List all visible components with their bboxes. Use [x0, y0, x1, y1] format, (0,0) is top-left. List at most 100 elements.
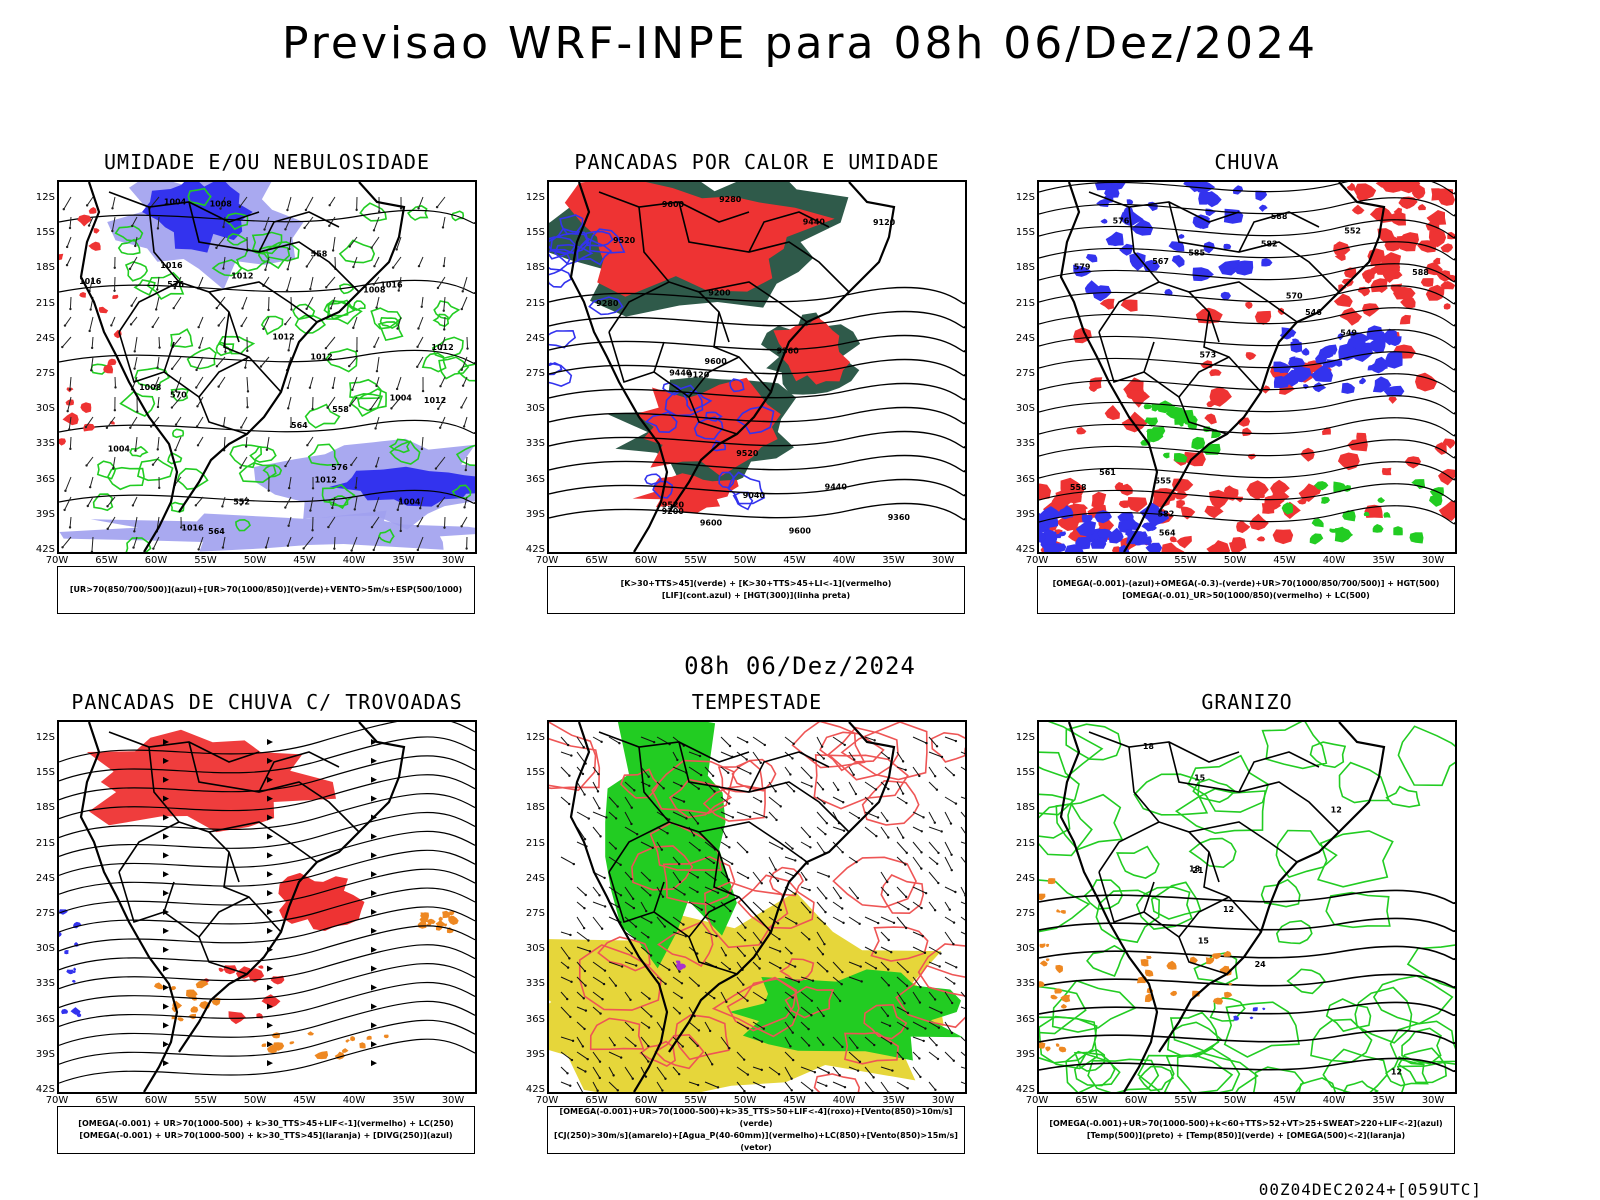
contour-line	[664, 384, 704, 417]
wind-vector	[960, 931, 965, 935]
wind-vector	[800, 976, 814, 982]
contour-label: 567	[1152, 257, 1169, 266]
wind-vector	[944, 1021, 953, 1034]
contour-line	[1051, 979, 1137, 1033]
contour-line	[843, 1031, 900, 1065]
contour-line	[732, 491, 754, 511]
lat-tick-label: 39S	[35, 508, 55, 520]
lat-tick-label: 42S	[35, 544, 55, 555]
wind-vector	[896, 826, 904, 838]
wind-vector	[800, 871, 807, 880]
field-shading	[1321, 496, 1330, 504]
wind-vector-head	[416, 345, 419, 349]
wind-vector-head	[906, 970, 909, 974]
wind-vector-head	[825, 822, 829, 825]
wind-vector-head	[854, 792, 858, 796]
wind-vector-head	[333, 547, 336, 550]
field-shading	[112, 294, 119, 299]
contour-label: 21	[1192, 866, 1204, 875]
wind-vector	[608, 736, 620, 744]
wind-vector-head	[567, 802, 571, 806]
wind-vector-head	[858, 922, 861, 926]
wind-vector-head	[887, 787, 890, 791]
wind-vector	[688, 1081, 699, 1086]
wind-vector	[560, 1066, 568, 1074]
wind-vector	[688, 751, 701, 757]
wind-vector	[784, 841, 793, 850]
streamline-arrow	[267, 852, 273, 859]
contour-label: 1016	[380, 280, 403, 289]
wind-vector	[330, 296, 336, 309]
field-shading	[1246, 480, 1269, 501]
wind-vector	[333, 536, 336, 549]
lat-tick-label: 39S	[525, 508, 545, 520]
field-shading	[1329, 528, 1336, 533]
wind-vector-head	[855, 860, 858, 864]
wind-vector	[912, 736, 927, 744]
wind-vector	[373, 256, 380, 267]
wind-vector	[640, 841, 653, 849]
coastline-east	[1158, 722, 1386, 1053]
field-shading	[1372, 524, 1384, 533]
country-border	[188, 741, 360, 833]
field-shading	[1297, 498, 1307, 505]
wind-vector-head	[436, 286, 440, 290]
wind-vector	[896, 961, 909, 973]
wind-vector-head	[566, 743, 570, 747]
wind-vector-head	[309, 509, 312, 512]
wind-vector-head	[810, 1014, 813, 1017]
wind-vector	[752, 901, 764, 913]
wind-vector	[218, 376, 226, 387]
wind-vector-head	[568, 774, 571, 777]
wind-vector	[704, 1081, 719, 1088]
wind-vector	[175, 376, 182, 392]
lon-tick-label: 30W	[1421, 555, 1445, 566]
wind-vector	[439, 416, 446, 428]
coastline-west	[1059, 722, 1159, 1092]
wind-vector-head	[678, 862, 681, 866]
wind-vector	[398, 276, 402, 291]
streamline-arrow	[163, 1003, 169, 1010]
wind-vector	[624, 916, 637, 928]
wind-vector-head	[888, 1024, 892, 1028]
contour-line	[125, 537, 152, 552]
wind-vector	[816, 736, 823, 747]
field-shading	[435, 919, 445, 927]
wind-vector	[86, 196, 94, 206]
field-shading	[1279, 366, 1287, 374]
wind-vector	[912, 841, 922, 853]
wind-vector	[640, 1051, 649, 1062]
wind-vector	[736, 931, 746, 941]
contour-label: 1012	[424, 396, 446, 405]
wind-vector-head	[286, 208, 289, 212]
wind-vector-head	[170, 367, 174, 371]
contour-line	[1133, 773, 1209, 816]
lat-tick-label: 42S	[1015, 1084, 1035, 1095]
wind-vector-head	[920, 851, 923, 854]
wind-vector	[221, 496, 226, 507]
map-frame	[57, 720, 477, 1094]
wind-vector-head	[811, 979, 815, 982]
contour-line	[235, 518, 251, 532]
contour-line	[1087, 1058, 1160, 1092]
field-shading	[1366, 337, 1386, 354]
contour-line	[229, 444, 263, 469]
wind-vector-head	[758, 957, 762, 961]
wind-vector	[784, 766, 791, 775]
wind-vector-head	[443, 526, 446, 529]
wind-vector-head	[919, 985, 922, 989]
wind-vector	[752, 751, 762, 764]
wind-vector-head	[950, 868, 953, 872]
contour-label: 12	[1391, 1067, 1402, 1076]
wind-vector-head	[793, 965, 797, 968]
wind-vector-head	[652, 740, 656, 744]
field-shading	[1272, 529, 1294, 545]
wind-vector	[768, 796, 782, 807]
field-shading	[1245, 352, 1257, 361]
field-shading	[1161, 542, 1185, 552]
wind-vector-head	[938, 965, 941, 968]
wind-vector-head	[88, 329, 91, 333]
wind-vector-head	[790, 1089, 793, 1092]
field-shading	[66, 969, 74, 975]
field-shading	[1143, 404, 1153, 410]
